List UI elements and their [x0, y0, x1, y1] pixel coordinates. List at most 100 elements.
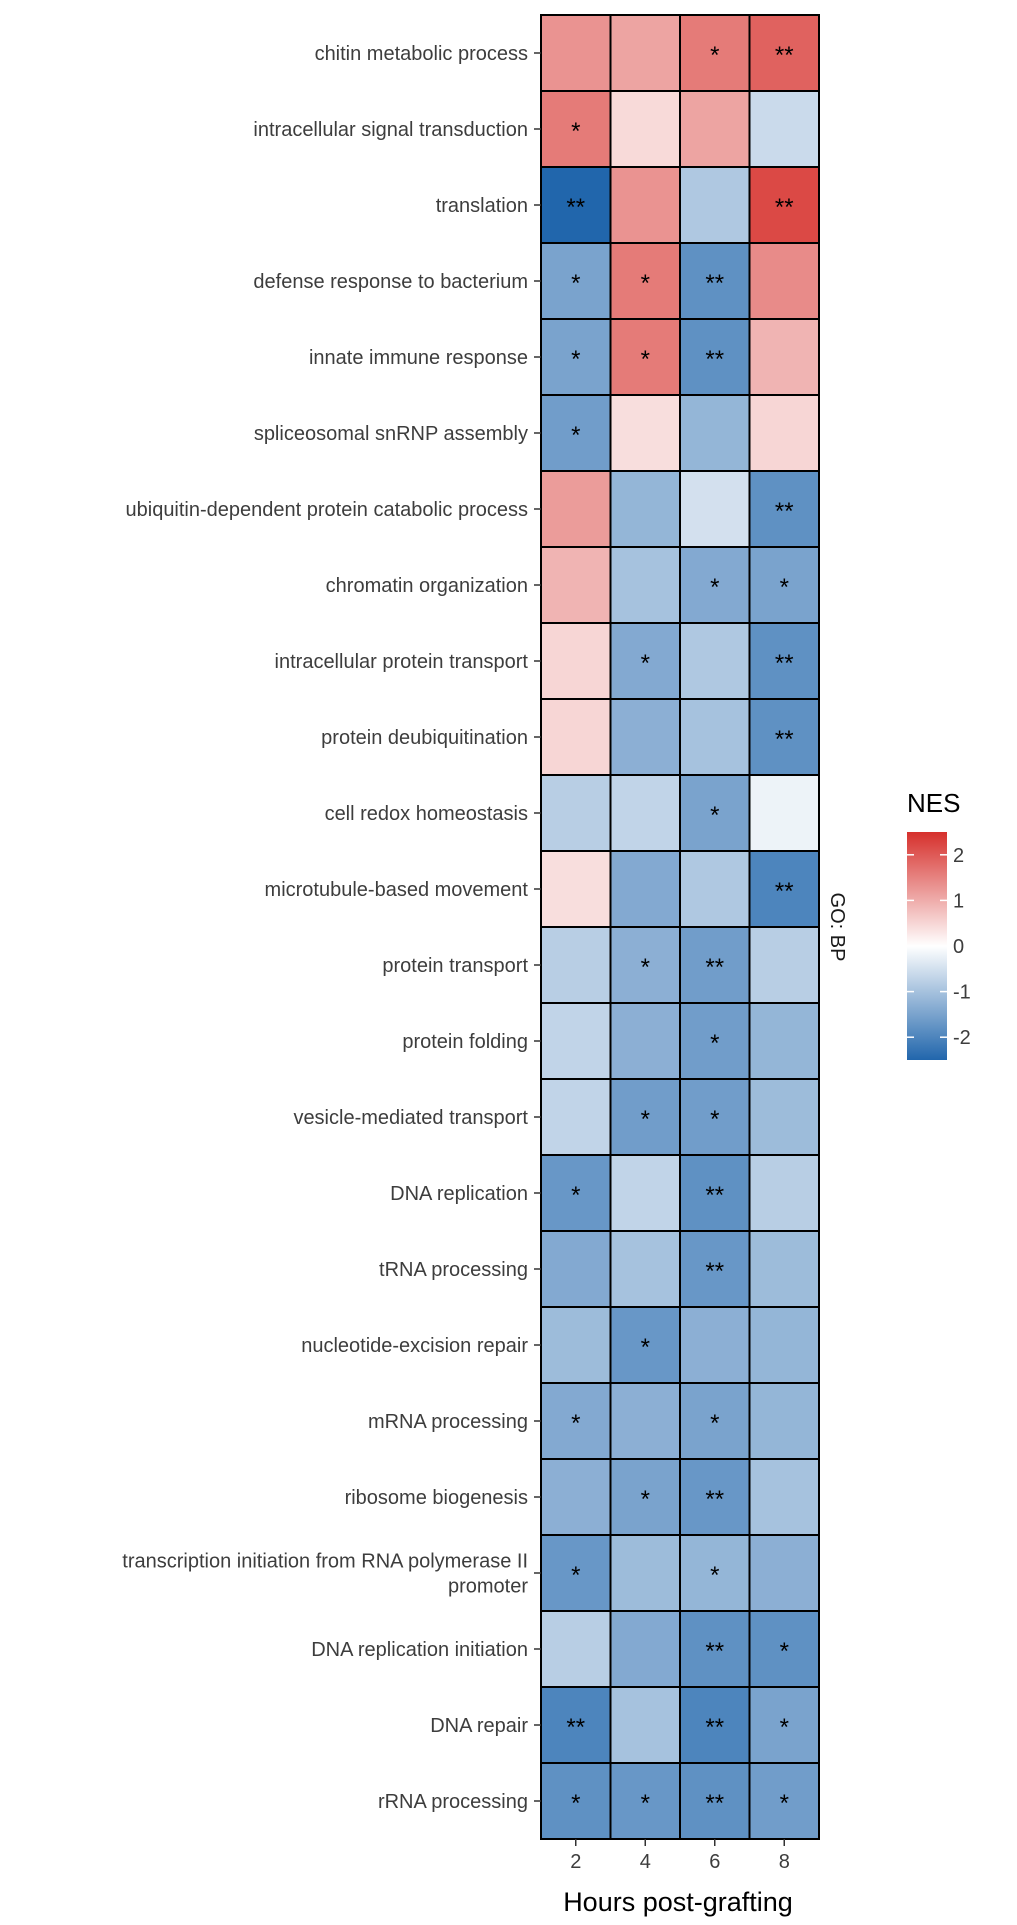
heatmap-cell	[748, 242, 820, 320]
significance-marker: *	[780, 574, 789, 601]
significance-marker: *	[780, 1638, 789, 1665]
significance-marker: **	[566, 194, 585, 221]
legend-title: NES	[907, 788, 960, 818]
legend-tick-label: 0	[953, 936, 964, 958]
heatmap-cell	[609, 470, 681, 548]
heatmap-cell	[609, 698, 681, 776]
significance-marker: **	[775, 726, 794, 753]
legend-tick-label: 1	[953, 890, 964, 912]
row-labels: chitin metabolic process intracellular si…	[122, 43, 541, 1813]
heatmap-cell	[540, 546, 612, 624]
heatmap-cell	[748, 1230, 820, 1308]
heatmap-cell	[679, 1306, 751, 1384]
y-tick-label: mRNA processing	[368, 1411, 528, 1433]
significance-marker: **	[705, 1714, 724, 1741]
y-tick-label: innate immune response	[309, 347, 528, 369]
y-tick-label: vesicle-mediated transport	[293, 1107, 528, 1129]
y-tick-label: protein transport	[382, 955, 528, 977]
x-tick-label: 4	[640, 1851, 651, 1873]
heatmap-cell	[540, 1002, 612, 1080]
heatmap-cell	[679, 1382, 751, 1460]
significance-marker: *	[571, 1410, 580, 1437]
significance-marker: **	[566, 1714, 585, 1741]
y-tick-label: intracellular signal transduction	[253, 119, 528, 141]
y-tick-label: nucleotide-excision repair	[301, 1335, 528, 1357]
heatmap-cell	[679, 242, 751, 320]
heatmap-cell	[609, 90, 681, 168]
heatmap-cell	[748, 394, 820, 472]
heatmap-cell	[540, 470, 612, 548]
y-tick-label: chitin metabolic process	[315, 43, 528, 65]
heatmap-cell	[540, 14, 612, 92]
heatmap-cell	[609, 926, 681, 1004]
significance-marker: *	[571, 422, 580, 449]
heatmap-cell	[748, 1534, 820, 1612]
heatmap-cell	[540, 850, 612, 928]
heatmap-cell	[609, 546, 681, 624]
heatmap-cell	[609, 850, 681, 928]
x-axis-title: Hours post-grafting	[563, 1887, 793, 1917]
heatmap-cell	[748, 1610, 820, 1688]
heatmap-cell	[609, 1230, 681, 1308]
significance-marker: *	[710, 1562, 719, 1589]
y-tick-label: promoter	[448, 1576, 528, 1598]
significance-marker: **	[705, 1486, 724, 1513]
heatmap-cell	[540, 1610, 612, 1688]
heatmap-cell	[748, 1002, 820, 1080]
heatmap-cell	[609, 1686, 681, 1764]
heatmap-cell	[609, 1762, 681, 1840]
heatmap-cell	[609, 1382, 681, 1460]
heatmap-cell	[679, 1230, 751, 1308]
heatmap-cell	[609, 318, 681, 396]
y-tick-label: DNA replication initiation	[311, 1639, 528, 1661]
significance-marker: **	[705, 1182, 724, 1209]
significance-marker: *	[571, 118, 580, 145]
heatmap-cell	[679, 470, 751, 548]
significance-marker: **	[705, 1638, 724, 1665]
y-tick-label: protein folding	[402, 1031, 528, 1053]
significance-marker: *	[780, 1714, 789, 1741]
heatmap-cell	[679, 622, 751, 700]
heatmap-cell	[748, 1154, 820, 1232]
heatmap-cell	[609, 1154, 681, 1232]
heatmap-cell	[748, 698, 820, 776]
y-tick-label: chromatin organization	[326, 575, 528, 597]
heatmap-cell	[540, 394, 612, 472]
y-tick-label: microtubule-based movement	[265, 879, 529, 901]
heatmap-cells: * ***** *** * *** * ****** ** ******** **** ** ****…	[540, 14, 820, 1840]
significance-marker: *	[571, 346, 580, 373]
significance-marker: *	[571, 1790, 580, 1817]
x-tick-label: 6	[709, 1851, 720, 1873]
significance-marker: *	[641, 1106, 650, 1133]
heatmap-cell	[540, 774, 612, 852]
significance-marker: *	[571, 270, 580, 297]
significance-marker: *	[710, 802, 719, 829]
heatmap-cell	[609, 14, 681, 92]
significance-marker: *	[641, 1486, 650, 1513]
heatmap-cell	[748, 1762, 820, 1840]
significance-marker: **	[775, 498, 794, 525]
heatmap-cell	[679, 1610, 751, 1688]
y-tick-label: intracellular protein transport	[275, 651, 529, 673]
heatmap-cell	[540, 1458, 612, 1536]
heatmap-cell	[679, 774, 751, 852]
heatmap-cell	[679, 1154, 751, 1232]
heatmap-cell	[540, 926, 612, 1004]
heatmap-cell	[748, 318, 820, 396]
y-tick-label: spliceosomal snRNP assembly	[254, 423, 528, 445]
heatmap-cell	[609, 1610, 681, 1688]
significance-marker: *	[710, 1106, 719, 1133]
y-tick-label: ubiquitin-dependent protein catabolic pr…	[126, 499, 529, 521]
heatmap-cell	[679, 14, 751, 92]
x-axis: 2 4 6 8	[570, 1839, 790, 1873]
heatmap-cell	[540, 622, 612, 700]
heatmap-cell	[679, 90, 751, 168]
heatmap-cell	[609, 394, 681, 472]
heatmap-cell	[748, 1078, 820, 1156]
significance-marker: **	[705, 1258, 724, 1285]
significance-marker: **	[775, 42, 794, 69]
heatmap-cell	[679, 850, 751, 928]
heatmap-cell	[679, 926, 751, 1004]
